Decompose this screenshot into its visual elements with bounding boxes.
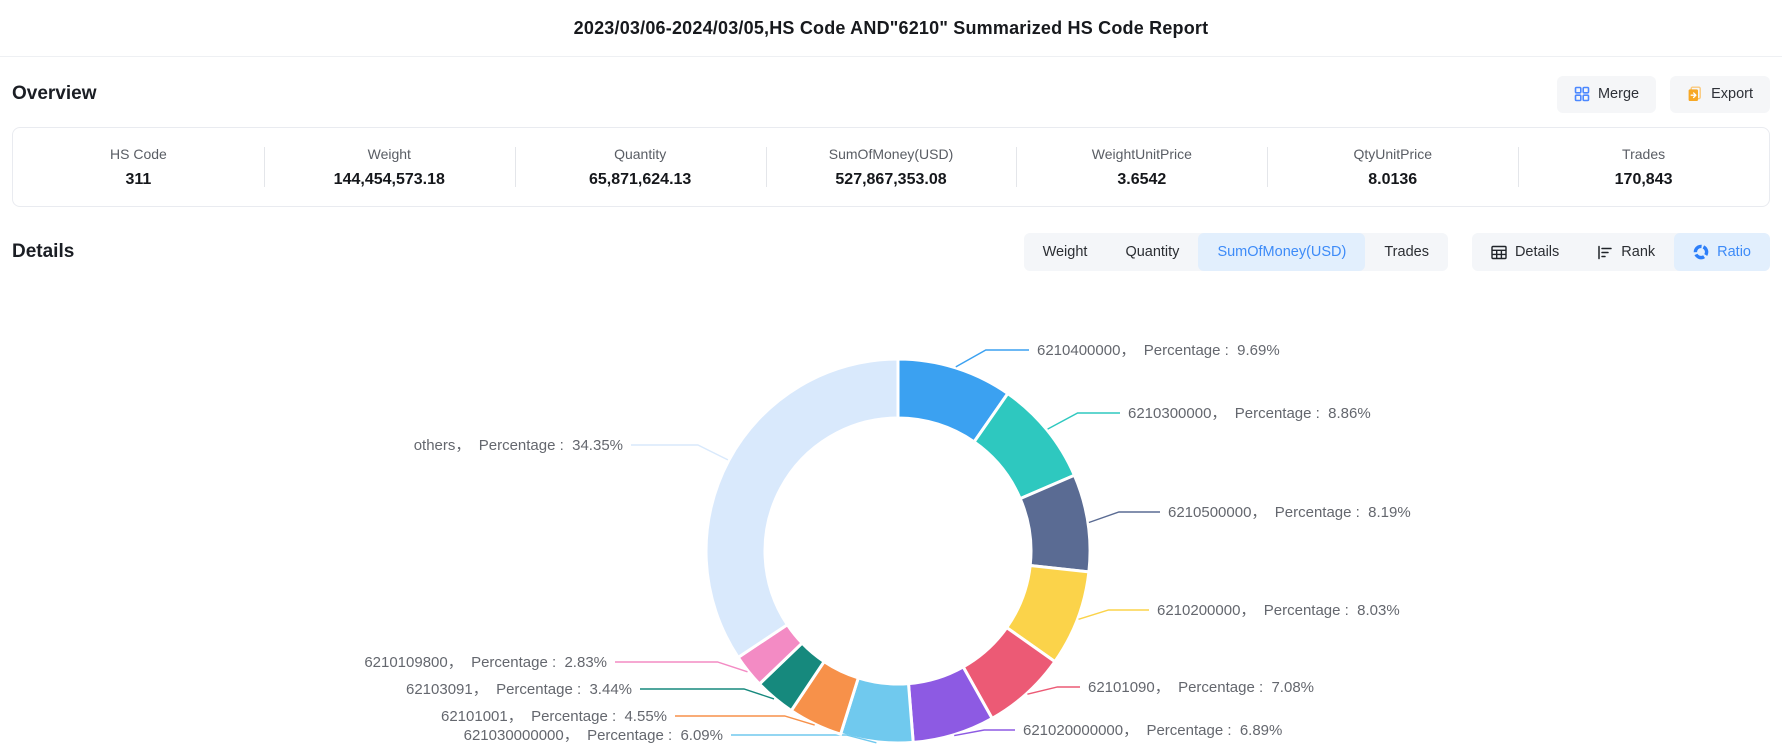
tab-label: Details bbox=[1514, 244, 1560, 260]
donut-svg: 6210400000， Percentage : 9.69% 6210300000… bbox=[364, 342, 1411, 745]
details-controls: Weight Quantity SumOfMoney(USD) Trades Deta… bbox=[1023, 233, 1770, 271]
tab-sumofmoney-usd-[interactable]: SumOfMoney(USD) bbox=[1198, 233, 1366, 271]
details-heading: Details bbox=[12, 241, 75, 262]
view-tab-group: Details Rank Ratio bbox=[1471, 233, 1770, 271]
stat-weight: Weight 144,454,573.18 bbox=[264, 142, 515, 193]
stat-quantity: Quantity 65,871,624.13 bbox=[515, 142, 766, 193]
title-bar: 2023/03/06-2024/03/05,HS Code AND"6210" … bbox=[0, 0, 1782, 57]
stat-value: 8.0136 bbox=[1368, 170, 1418, 188]
label-line-6210200000 bbox=[1078, 609, 1149, 620]
stat-trades: Trades 170,843 bbox=[1518, 142, 1769, 193]
tab-label: Ratio bbox=[1717, 244, 1751, 260]
tab-label: SumOfMoney(USD) bbox=[1217, 244, 1347, 260]
label-line-621020000000 bbox=[954, 729, 1015, 737]
merge-button-label: Merge bbox=[1597, 86, 1640, 102]
export-button-label: Export bbox=[1711, 86, 1753, 102]
overview-heading: Overview bbox=[12, 83, 97, 104]
label-line-62101090 bbox=[1027, 686, 1080, 695]
metric-tab-group: Weight Quantity SumOfMoney(USD) Trades bbox=[1023, 233, 1448, 271]
tab-details[interactable]: Details bbox=[1472, 233, 1578, 271]
tab-label: Weight bbox=[1042, 244, 1088, 260]
details-row: Details Weight Quantity SumOfMoney(USD) Tra… bbox=[0, 233, 1782, 271]
stat-value: 65,871,624.13 bbox=[588, 170, 692, 188]
slice-label-6210200000: 6210200000， Percentage : 8.03% bbox=[1157, 602, 1400, 619]
slice-label-6210400000: 6210400000， Percentage : 9.69% bbox=[1037, 342, 1280, 359]
label-line-6210109800 bbox=[615, 661, 748, 673]
tab-ratio[interactable]: Ratio bbox=[1674, 233, 1770, 271]
tab-trades[interactable]: Trades bbox=[1365, 233, 1448, 271]
label-line-62101001 bbox=[675, 715, 815, 726]
merge-icon bbox=[1574, 86, 1590, 102]
page-title: 2023/03/06-2024/03/05,HS Code AND"6210" … bbox=[573, 17, 1209, 38]
donut-slice-others[interactable] bbox=[704, 357, 900, 660]
stat-label: Quantity bbox=[614, 145, 667, 162]
label-line-6210400000 bbox=[955, 349, 1029, 368]
slice-label-62101090: 62101090， Percentage : 7.08% bbox=[1088, 679, 1314, 696]
label-line-62103091 bbox=[640, 688, 775, 700]
stat-value: 170,843 bbox=[1614, 170, 1673, 188]
overview-stats-card: HS Code 311 Weight 144,454,573.18 Quantity 65… bbox=[12, 127, 1770, 207]
label-line-6210300000 bbox=[1047, 412, 1120, 430]
ratio-donut-chart: 6210400000， Percentage : 9.69% 6210300000… bbox=[0, 279, 1782, 750]
export-icon bbox=[1687, 86, 1703, 102]
stat-value: 3.6542 bbox=[1117, 170, 1167, 188]
overview-row: Overview Merge bbox=[0, 75, 1782, 113]
stat-sumofmoney-usd-: SumOfMoney(USD) 527,867,353.08 bbox=[766, 142, 1017, 193]
overview-actions: Merge Export bbox=[1556, 75, 1770, 113]
tab-label: Trades bbox=[1384, 244, 1429, 260]
slice-label-others: others， Percentage : 34.35% bbox=[414, 437, 623, 454]
stat-label: Weight bbox=[367, 145, 411, 162]
table-icon bbox=[1491, 245, 1507, 260]
export-button[interactable]: Export bbox=[1670, 75, 1770, 113]
stat-label: SumOfMoney(USD) bbox=[828, 145, 954, 162]
slice-label-621030000000: 621030000000， Percentage : 6.09% bbox=[464, 727, 723, 744]
slice-label-6210500000: 6210500000， Percentage : 8.19% bbox=[1168, 504, 1411, 521]
stat-label: HS Code bbox=[110, 145, 167, 162]
tab-label: Rank bbox=[1621, 244, 1656, 260]
stat-qtyunitprice: QtyUnitPrice 8.0136 bbox=[1267, 142, 1518, 193]
label-line-others bbox=[631, 444, 729, 461]
tab-weight[interactable]: Weight bbox=[1024, 233, 1107, 271]
stat-value: 311 bbox=[125, 170, 152, 188]
stat-label: QtyUnitPrice bbox=[1353, 145, 1433, 162]
tab-label: Quantity bbox=[1125, 244, 1180, 260]
tab-rank[interactable]: Rank bbox=[1578, 233, 1674, 271]
slice-label-6210109800: 6210109800， Percentage : 2.83% bbox=[364, 654, 607, 671]
stat-value: 527,867,353.08 bbox=[835, 170, 947, 188]
slice-label-6210300000: 6210300000， Percentage : 8.86% bbox=[1128, 405, 1371, 422]
slice-label-62103091: 62103091， Percentage : 3.44% bbox=[406, 681, 632, 698]
label-line-621030000000 bbox=[731, 734, 877, 744]
stat-weightunitprice: WeightUnitPrice 3.6542 bbox=[1016, 142, 1267, 193]
tab-quantity[interactable]: Quantity bbox=[1106, 233, 1198, 271]
merge-button[interactable]: Merge bbox=[1556, 75, 1657, 113]
ratio-icon bbox=[1693, 244, 1709, 260]
stat-value: 144,454,573.18 bbox=[333, 170, 445, 188]
rank-icon bbox=[1597, 245, 1613, 260]
label-line-6210500000 bbox=[1088, 511, 1160, 524]
stat-label: Trades bbox=[1622, 145, 1666, 162]
slice-label-62101001: 62101001， Percentage : 4.55% bbox=[441, 708, 667, 725]
slice-label-621020000000: 621020000000， Percentage : 6.89% bbox=[1023, 722, 1282, 739]
stat-label: WeightUnitPrice bbox=[1091, 145, 1192, 162]
stat-hs-code: HS Code 311 bbox=[13, 142, 264, 193]
